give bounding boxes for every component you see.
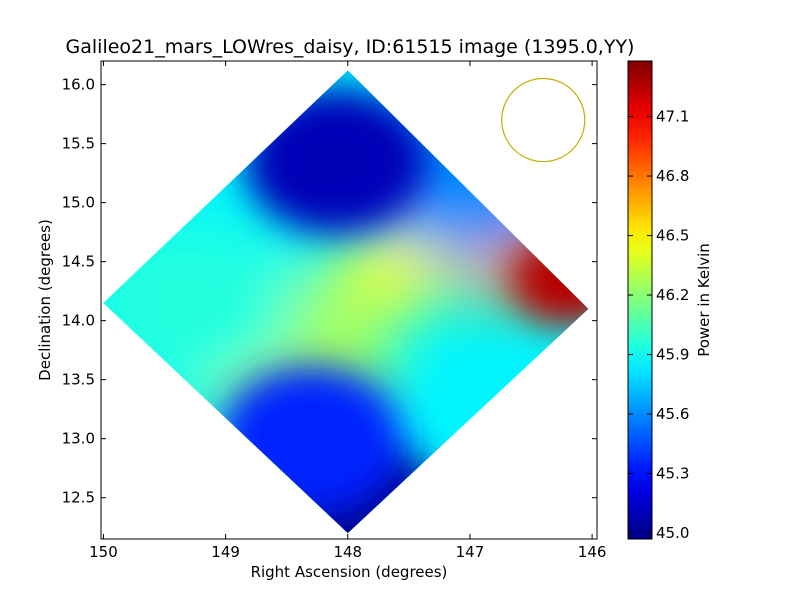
y-tick-label: 16.0 (62, 76, 95, 94)
colorbar-label: Power in Kelvin (695, 243, 713, 357)
field-feature-high-2 (509, 232, 589, 326)
y-tick-label: 15.5 (62, 135, 95, 153)
y-tick-label: 12.5 (62, 489, 95, 507)
colorbar-tick-label: 45.6 (656, 405, 689, 423)
x-axis-label: Right Ascension (degrees) (251, 563, 448, 581)
colorbar-tick-label: 45.0 (656, 524, 689, 542)
x-tick-label: 147 (456, 543, 485, 561)
y-tick-label: 13.5 (62, 371, 95, 389)
colorbar-tick-label: 46.8 (656, 167, 689, 185)
x-tick-label: 148 (333, 543, 362, 561)
x-tick-label: 149 (211, 543, 240, 561)
colorbar-tick-label: 46.2 (656, 286, 689, 304)
x-tick-label: 150 (89, 543, 118, 561)
y-tick-label: 15.0 (62, 194, 95, 212)
y-tick-label: 13.0 (62, 430, 95, 448)
y-axis-ticks: 12.5 13.0 13.5 14.0 14.5 15.0 15.5 16.0 (62, 76, 597, 507)
heatmap-field (103, 70, 589, 534)
colorbar-tick-label: 45.9 (656, 346, 689, 364)
x-tick-label: 146 (578, 543, 607, 561)
field-feature-low-8 (219, 365, 403, 512)
axes-frame (100, 60, 598, 540)
field-feature-mid-6 (103, 217, 296, 389)
y-tick-label: 14.0 (62, 312, 95, 330)
beam-circle (501, 77, 586, 163)
colorbar-tick-label: 47.1 (656, 108, 689, 126)
colorbar (627, 60, 653, 540)
colorbar-tick-label: 46.5 (656, 227, 689, 245)
field-feature-low-0 (243, 88, 428, 235)
chart-title: Galileo21_mars_LOWres_daisy, ID:61515 im… (66, 36, 635, 58)
y-axis-label: Declination (degrees) (36, 219, 54, 381)
x-axis-ticks: 150 149 148 147 146 (89, 61, 606, 561)
colorbar-ticks: 45.0 45.3 45.6 45.9 46.2 46.5 46.8 47.1 (628, 108, 689, 542)
plot-area (103, 70, 589, 534)
y-tick-label: 14.5 (62, 253, 95, 271)
colorbar-tick-label: 45.3 (656, 465, 689, 483)
